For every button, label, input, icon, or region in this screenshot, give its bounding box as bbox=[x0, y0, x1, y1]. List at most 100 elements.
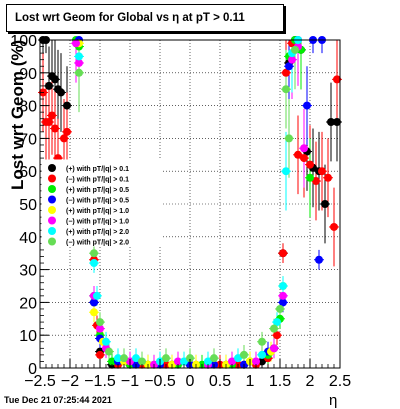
title-box: Lost wrt Geom for Global vs η at pT > 0.… bbox=[6, 4, 284, 32]
data-point bbox=[60, 134, 68, 143]
data-point bbox=[282, 167, 290, 176]
data-point bbox=[63, 101, 71, 110]
data-point bbox=[90, 298, 98, 307]
legend-marker bbox=[48, 185, 56, 193]
data-point bbox=[321, 200, 329, 208]
data-point bbox=[96, 324, 104, 333]
data-point bbox=[96, 318, 104, 327]
x-tick-label: 1.5 bbox=[269, 373, 291, 390]
legend-marker bbox=[48, 206, 56, 214]
legend: (+) with pT/|q| > 0.1 (−) with pT/|q| > 0… bbox=[41, 159, 163, 247]
data-point bbox=[270, 344, 278, 353]
data-point bbox=[63, 127, 71, 136]
data-point bbox=[93, 291, 101, 300]
chart-title: Lost wrt Geom for Global vs η at pT > 0.… bbox=[15, 12, 245, 24]
data-point bbox=[234, 354, 242, 363]
data-point bbox=[306, 173, 314, 182]
data-point bbox=[45, 81, 53, 90]
data-point bbox=[324, 173, 332, 182]
legend-marker bbox=[48, 174, 56, 183]
data-point bbox=[45, 118, 53, 126]
data-point bbox=[138, 357, 146, 366]
x-tick-label: −0.5 bbox=[144, 373, 176, 390]
data-point bbox=[114, 354, 122, 363]
data-point bbox=[279, 298, 287, 307]
axis-ticks: −2.5 −2 −1.5 −1 −0.5 0 0.5 1 1.5 2 2.5 0 10 20 30 40 50 6… bbox=[10, 33, 351, 390]
data-point bbox=[252, 357, 260, 366]
data-point bbox=[276, 304, 284, 313]
data-point bbox=[90, 249, 98, 258]
data-point bbox=[333, 118, 341, 126]
legend-entry: (−) with pT/|q| > 2.0 bbox=[66, 240, 129, 247]
data-point bbox=[273, 318, 281, 327]
y-tick-label: 100 bbox=[10, 33, 37, 50]
legend-entry: (+) with pT/|q| > 1.0 bbox=[66, 208, 129, 215]
data-point bbox=[186, 354, 194, 363]
data-point bbox=[282, 68, 290, 77]
data-point bbox=[279, 291, 287, 300]
data-point bbox=[102, 337, 110, 346]
data-point bbox=[258, 357, 266, 366]
data-point bbox=[288, 55, 296, 64]
legend-entry: (−) with pT/|q| > 0.1 bbox=[66, 177, 129, 184]
data-point bbox=[270, 324, 278, 333]
y-tick-label: 50 bbox=[19, 197, 37, 214]
data-point bbox=[279, 249, 287, 258]
data-point bbox=[51, 124, 59, 133]
data-point bbox=[285, 134, 293, 143]
legend-marker bbox=[48, 216, 56, 225]
data-point bbox=[279, 282, 287, 290]
data-point bbox=[312, 177, 320, 186]
x-axis-title: η bbox=[329, 392, 338, 409]
legend-entry: (+) with pT/|q| > 2.0 bbox=[66, 229, 129, 236]
data-point bbox=[174, 357, 182, 366]
data-point bbox=[300, 144, 308, 153]
y-tick-label: 40 bbox=[19, 230, 37, 247]
legend-entry: (−) with pT/|q| > 0.5 bbox=[66, 198, 129, 205]
legend-marker bbox=[48, 164, 56, 172]
data-point bbox=[228, 357, 236, 366]
x-tick-label: 2 bbox=[306, 373, 315, 390]
x-tick-label: 1 bbox=[246, 373, 255, 390]
data-point bbox=[90, 259, 98, 268]
x-tick-label: 0 bbox=[186, 373, 195, 390]
x-tick-label: 2.5 bbox=[329, 373, 351, 390]
legend-entry: (+) with pT/|q| > 0.1 bbox=[66, 166, 129, 173]
data-point bbox=[75, 68, 83, 77]
legend-box bbox=[41, 159, 163, 247]
data-point bbox=[210, 354, 218, 363]
data-point bbox=[180, 357, 188, 366]
data-point bbox=[240, 350, 248, 359]
x-tick-label: −1 bbox=[121, 373, 139, 390]
data-point bbox=[300, 154, 308, 163]
legend-entry: (+) with pT/|q| > 0.5 bbox=[66, 187, 129, 194]
data-point bbox=[318, 167, 326, 176]
y-tick-label: 80 bbox=[19, 99, 37, 116]
data-point bbox=[285, 62, 293, 71]
data-point bbox=[90, 308, 98, 317]
data-point bbox=[162, 354, 170, 363]
data-point bbox=[204, 357, 212, 366]
data-point bbox=[51, 75, 59, 84]
legend-entry: (−) with pT/|q| > 1.0 bbox=[66, 219, 129, 226]
data-point bbox=[327, 118, 335, 126]
y-tick-label: 90 bbox=[19, 66, 37, 83]
data-point bbox=[72, 39, 80, 48]
data-point bbox=[75, 52, 83, 61]
data-point bbox=[105, 347, 113, 356]
data-point bbox=[315, 255, 323, 264]
legend-marker bbox=[48, 195, 56, 204]
data-point bbox=[48, 111, 56, 120]
data-point bbox=[282, 85, 290, 94]
data-point bbox=[291, 45, 299, 54]
data-point bbox=[75, 58, 83, 67]
y-tick-label: 20 bbox=[19, 295, 37, 312]
data-point bbox=[132, 354, 140, 363]
data-point bbox=[273, 331, 281, 340]
data-point bbox=[120, 354, 128, 363]
data-point bbox=[96, 350, 104, 359]
y-tick-label: 10 bbox=[19, 328, 37, 345]
y-tick-label: 30 bbox=[19, 263, 37, 280]
data-point bbox=[330, 222, 338, 231]
